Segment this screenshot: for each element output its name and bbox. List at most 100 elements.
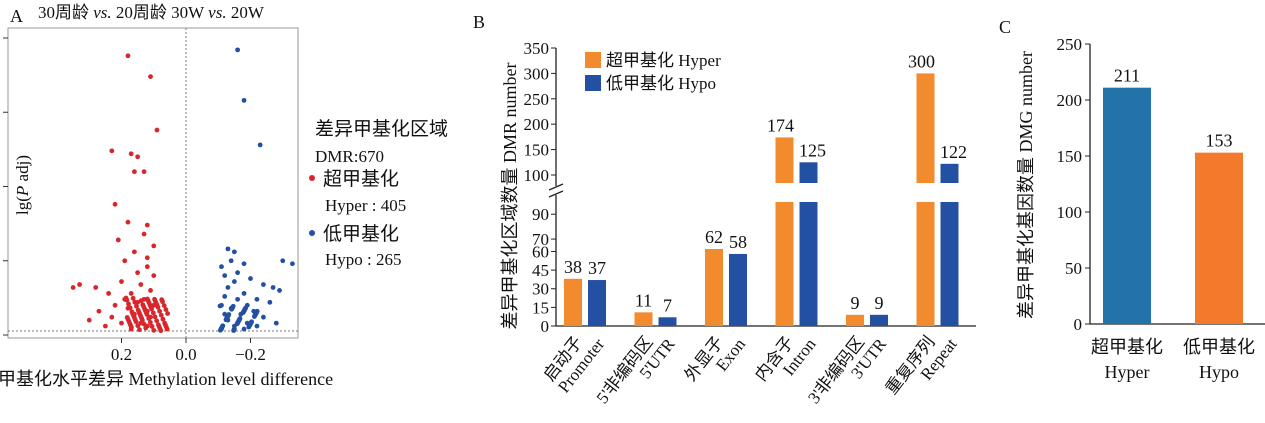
hyper-point — [109, 148, 115, 154]
x-tick-label: 0.0 — [175, 345, 196, 364]
hyper-point — [149, 306, 155, 312]
hypo-point — [254, 323, 260, 329]
hypo-point — [241, 261, 247, 267]
hyper-point — [122, 258, 128, 264]
hyper-point — [106, 291, 111, 296]
hyper-point — [132, 315, 137, 321]
hyper-point — [147, 320, 153, 325]
hyper-point — [144, 222, 150, 228]
hyper-point — [135, 154, 141, 160]
legend-label: 超甲基化 Hyper — [606, 51, 721, 70]
hypo-point — [232, 326, 237, 332]
hypo-point — [254, 296, 260, 302]
hyper-point — [93, 285, 99, 290]
bar — [658, 317, 677, 326]
legend-hypo-cn: 低甲基化 — [323, 223, 399, 245]
bar-value-label: 11 — [635, 290, 652, 310]
bar — [634, 312, 653, 326]
hyper-point — [148, 288, 153, 293]
legend-hypo-marker — [309, 230, 315, 236]
axis-break-mark — [548, 183, 564, 191]
hypo-point — [217, 303, 223, 309]
hypo-point — [257, 142, 263, 148]
hypo-point — [220, 323, 226, 329]
hyper-point — [119, 279, 124, 284]
bar-lower-segment — [940, 202, 959, 326]
hyper-point — [96, 308, 102, 314]
volcano-title-part: vs. — [208, 3, 226, 22]
hyper-point — [112, 302, 118, 308]
bar — [564, 278, 582, 326]
hyper-point — [141, 304, 147, 309]
hyper-point — [163, 322, 168, 328]
volcano-title-part: 20W — [227, 3, 265, 22]
bar — [588, 280, 606, 326]
hypo-point — [290, 261, 295, 267]
hyper-point — [158, 312, 164, 318]
y-axis-label: 差异甲基化区域数量 DMR number — [500, 63, 520, 330]
hyper-point — [151, 243, 157, 249]
legend-hyper-en: Hyper : 405 — [325, 196, 406, 215]
y-tick-label: 100 — [524, 166, 550, 185]
hyper-point — [164, 326, 170, 332]
hyper-point — [126, 301, 131, 307]
hypo-point — [249, 319, 255, 325]
y-tick-label: 60 — [532, 242, 549, 261]
hypo-point — [277, 288, 282, 293]
legend-swatch — [585, 52, 601, 68]
hyper-point — [152, 314, 158, 320]
hyper-point — [128, 291, 134, 296]
bar — [705, 248, 723, 326]
hypo-point — [243, 305, 249, 311]
hyper-point — [147, 302, 153, 308]
bar-value-label: 174 — [767, 115, 794, 135]
legend-label: 低甲基化 Hypo — [606, 74, 716, 93]
bar-upper-segment — [775, 137, 794, 183]
y-tick-label: 300 — [524, 64, 550, 83]
hyper-point — [135, 323, 141, 329]
hyper-point — [142, 308, 148, 313]
y-axis-label-part: adj) — [13, 155, 32, 186]
hyper-point — [160, 316, 166, 322]
y-tick-label: 70 — [532, 230, 549, 249]
hyper-point — [119, 320, 124, 326]
hyper-point — [138, 313, 144, 319]
hyper-point — [152, 296, 157, 302]
y-tick-label: 0 — [541, 317, 550, 336]
bar-upper-segment — [916, 73, 935, 183]
x-category-label-en: Hypo — [1199, 362, 1239, 382]
legend-total: DMR:670 — [315, 147, 384, 166]
bar-value-label: 211 — [1114, 66, 1140, 86]
hyper-point — [155, 304, 161, 310]
bar — [1103, 87, 1151, 325]
y-tick-label: 150 — [524, 141, 550, 160]
hyper-point — [112, 201, 118, 207]
y-tick-label: 45 — [532, 261, 549, 280]
y-tick-label: 50 — [1065, 259, 1082, 278]
hyper-point — [129, 324, 134, 330]
hypo-point — [231, 249, 237, 255]
hypo-point — [237, 316, 243, 321]
panel-label-b: B — [473, 12, 485, 32]
hyper-point — [154, 127, 160, 133]
hypo-point — [248, 276, 253, 281]
hyper-point — [125, 317, 131, 322]
legend-title: 差异甲基化区域 — [315, 118, 448, 140]
hyper-point — [161, 303, 167, 308]
hyper-point — [149, 323, 155, 329]
hyper-point — [151, 327, 157, 333]
hypo-point — [230, 303, 236, 309]
y-tick-label: 200 — [1057, 91, 1083, 110]
y-axis-label-part: P — [13, 186, 32, 197]
bar-value-label: 300 — [908, 51, 935, 71]
y-tick-label: 15 — [532, 298, 549, 317]
hyper-point — [136, 309, 142, 315]
bar — [1195, 152, 1243, 324]
hyper-point — [153, 300, 159, 306]
legend-hypo-en: Hypo : 265 — [325, 250, 402, 269]
hypo-point — [241, 97, 247, 103]
hyper-point — [137, 327, 142, 333]
y-axis-label: 差异甲基化基因数量 DMG number — [1016, 51, 1036, 319]
hyper-point — [148, 74, 153, 80]
